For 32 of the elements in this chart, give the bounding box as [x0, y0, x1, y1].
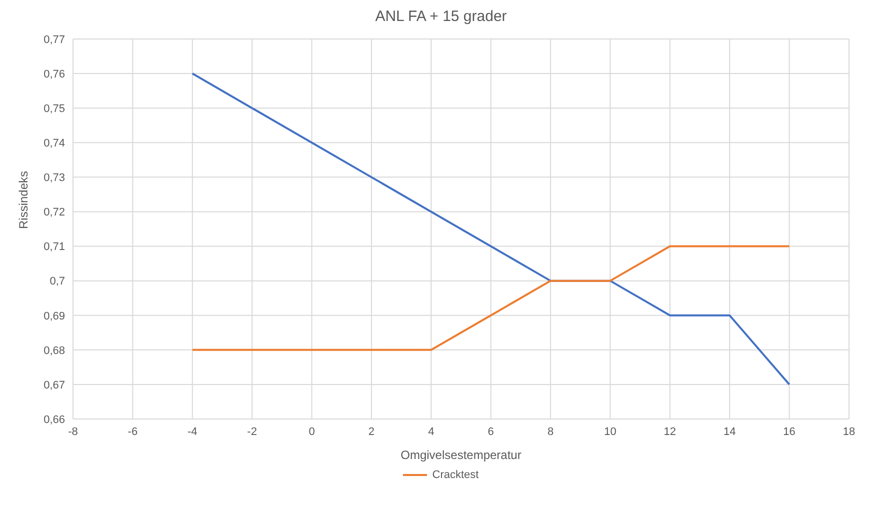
x-tick-label: -2: [247, 426, 257, 438]
y-tick-label: 0,69: [44, 310, 65, 322]
x-tick-label: 0: [308, 426, 315, 438]
x-tick-label: -8: [68, 426, 78, 438]
y-axis-title: Rissindeks: [16, 170, 30, 229]
y-tick-label: 0,76: [44, 68, 65, 80]
y-tick-label: 0,72: [44, 206, 65, 219]
x-tick-label: 4: [428, 426, 434, 438]
y-tick-label: 0,66: [44, 414, 65, 426]
x-tick-label: -6: [128, 426, 138, 438]
x-tick-label: 16: [783, 426, 796, 438]
x-tick-label: 10: [604, 426, 616, 438]
x-tick-label: 8: [547, 426, 554, 438]
x-tick-label: -4: [187, 426, 198, 438]
legend-label: Cracktest: [432, 469, 479, 481]
line-series: [191, 245, 790, 351]
chart-title: ANL FA + 15 grader: [374, 8, 508, 25]
y-tick-label: 0,74: [44, 138, 65, 150]
y-tick-label: 0,71: [44, 241, 65, 254]
y-tick-label: 0,75: [44, 102, 65, 115]
x-tick-label: 6: [488, 426, 494, 438]
x-tick-label: 2: [368, 426, 375, 438]
y-tick-label: 0,67: [44, 379, 65, 392]
y-tick-label: 0,68: [44, 344, 65, 357]
line-series: [191, 72, 790, 386]
x-axis-title: Omgivelsestemperatur: [400, 448, 522, 462]
y-tick-label: 0,77: [44, 34, 65, 46]
x-tick-label: 12: [664, 426, 676, 438]
x-tick-label: 18: [842, 426, 856, 438]
x-tick-label: 14: [723, 426, 736, 438]
y-tick-label: 0,73: [44, 172, 65, 184]
y-tick-label: 0,7: [50, 276, 65, 288]
